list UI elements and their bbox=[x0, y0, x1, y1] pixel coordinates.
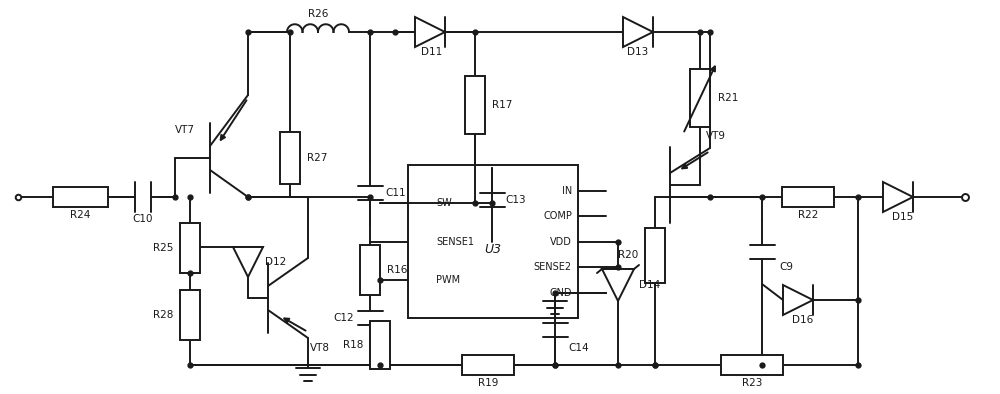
Text: D16: D16 bbox=[792, 315, 814, 325]
Text: D15: D15 bbox=[892, 212, 914, 222]
Text: D14: D14 bbox=[639, 280, 661, 290]
Bar bbox=[180, 290, 200, 340]
Text: R26: R26 bbox=[308, 9, 328, 19]
Text: VT8: VT8 bbox=[310, 343, 330, 353]
Text: R20: R20 bbox=[618, 250, 638, 260]
Text: SW: SW bbox=[436, 198, 452, 208]
Text: PWM: PWM bbox=[436, 275, 460, 285]
Bar bbox=[645, 227, 665, 282]
Bar bbox=[690, 69, 710, 127]
Text: C11: C11 bbox=[386, 188, 406, 198]
Polygon shape bbox=[233, 247, 263, 277]
Text: R19: R19 bbox=[478, 378, 498, 388]
Text: VT9: VT9 bbox=[706, 131, 726, 141]
Bar bbox=[52, 187, 108, 207]
Text: R16: R16 bbox=[387, 265, 407, 275]
Polygon shape bbox=[415, 17, 445, 47]
Polygon shape bbox=[602, 269, 634, 301]
Bar bbox=[782, 187, 834, 207]
Bar bbox=[465, 76, 485, 134]
Text: R24: R24 bbox=[70, 210, 90, 220]
Text: C12: C12 bbox=[334, 313, 354, 323]
Polygon shape bbox=[623, 17, 653, 47]
Text: R21: R21 bbox=[718, 93, 738, 103]
Text: C10: C10 bbox=[133, 214, 153, 224]
Text: D11: D11 bbox=[421, 47, 443, 57]
Text: SENSE1: SENSE1 bbox=[436, 236, 474, 247]
Text: U3: U3 bbox=[484, 243, 502, 256]
Bar bbox=[721, 355, 783, 375]
Text: GND: GND bbox=[550, 288, 572, 297]
Text: SENSE2: SENSE2 bbox=[534, 262, 572, 272]
Text: C14: C14 bbox=[569, 343, 589, 353]
Text: VT7: VT7 bbox=[175, 125, 195, 135]
Text: R18: R18 bbox=[343, 340, 363, 350]
Text: IN: IN bbox=[562, 186, 572, 195]
Text: C9: C9 bbox=[779, 262, 793, 272]
Text: R28: R28 bbox=[153, 310, 173, 320]
Bar bbox=[280, 132, 300, 184]
Bar bbox=[360, 245, 380, 295]
Text: D12: D12 bbox=[265, 257, 287, 267]
Text: R27: R27 bbox=[307, 153, 327, 163]
Bar bbox=[462, 355, 514, 375]
Text: R23: R23 bbox=[742, 378, 762, 388]
Polygon shape bbox=[783, 285, 813, 315]
Text: C13: C13 bbox=[506, 195, 526, 205]
Text: R22: R22 bbox=[798, 210, 818, 220]
Polygon shape bbox=[883, 182, 913, 212]
Bar bbox=[408, 165, 578, 318]
Bar bbox=[180, 223, 200, 273]
Text: R25: R25 bbox=[153, 243, 173, 253]
Text: VDD: VDD bbox=[550, 236, 572, 247]
Bar bbox=[370, 321, 390, 369]
Text: R17: R17 bbox=[492, 100, 512, 110]
Text: COMP: COMP bbox=[543, 211, 572, 221]
Text: D13: D13 bbox=[627, 47, 649, 57]
